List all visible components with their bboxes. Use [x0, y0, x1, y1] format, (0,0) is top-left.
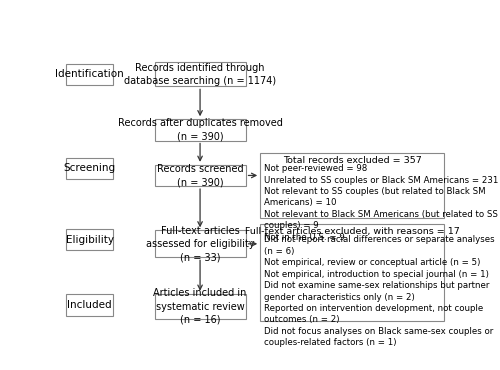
- Text: Not peer-reviewed = 98
Unrelated to SS couples or Black SM Americans = 231
Not r: Not peer-reviewed = 98 Unrelated to SS c…: [264, 164, 498, 242]
- Bar: [66, 64, 113, 85]
- Text: Did not report racial differences or separate analyses
(n = 6)
Not empirical, re: Did not report racial differences or sep…: [264, 235, 494, 347]
- Text: Identification: Identification: [55, 69, 124, 79]
- Bar: [154, 294, 246, 319]
- Text: Records after duplicates removed
(n = 390): Records after duplicates removed (n = 39…: [118, 118, 282, 141]
- Text: Records identified through
database searching (n = 1174): Records identified through database sear…: [124, 63, 276, 86]
- Bar: [66, 158, 113, 179]
- Text: Total records excluded = 357: Total records excluded = 357: [283, 156, 422, 165]
- Bar: [154, 62, 246, 87]
- Bar: [260, 224, 444, 321]
- Bar: [154, 230, 246, 258]
- Text: Screening: Screening: [64, 163, 116, 173]
- Text: Included: Included: [68, 300, 112, 310]
- Bar: [66, 295, 113, 316]
- Bar: [66, 229, 113, 250]
- Bar: [154, 165, 246, 186]
- Text: Full-text articles excluded, with reasons = 17: Full-text articles excluded, with reason…: [245, 227, 460, 236]
- Bar: [154, 119, 246, 141]
- Bar: [260, 153, 444, 218]
- Text: Full-text articles
assessed for eligibility
(n = 33): Full-text articles assessed for eligibil…: [146, 226, 254, 262]
- Text: Articles included in
systematic review
(n = 16): Articles included in systematic review (…: [154, 288, 247, 325]
- Text: Records screened
(n = 390): Records screened (n = 390): [157, 164, 244, 187]
- Text: Eligibility: Eligibility: [66, 235, 114, 245]
